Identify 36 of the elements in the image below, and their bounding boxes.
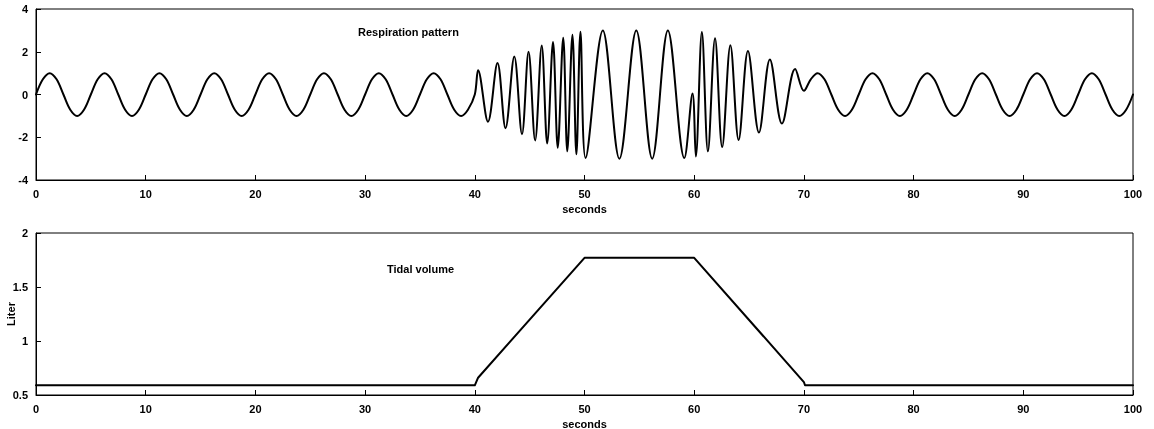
x-tick-label: 0 xyxy=(32,187,40,200)
x-tick-label: 30 xyxy=(358,402,372,415)
x-tick-label: 60 xyxy=(688,402,701,415)
y-tick-label: 2 xyxy=(21,227,28,239)
annotation: Respiration pattern xyxy=(358,25,460,38)
y-tick-label: 4 xyxy=(21,3,29,15)
x-tick-label: 60 xyxy=(688,187,701,200)
x-tick-label: 80 xyxy=(907,402,920,415)
x-tick-label: 20 xyxy=(249,187,262,200)
y-tick-label: 1 xyxy=(21,335,28,347)
x-axis-title: seconds xyxy=(562,203,607,216)
x-tick-label: 50 xyxy=(578,187,591,200)
x-tick-label: 10 xyxy=(139,402,152,415)
annotation: Tidal volume xyxy=(387,262,455,275)
x-tick-label: 70 xyxy=(797,402,811,415)
x-tick-label: 20 xyxy=(249,402,262,415)
x-tick-label: 100 xyxy=(1123,402,1143,415)
y-tick-label: 0.5 xyxy=(12,389,28,401)
x-tick-label: 100 xyxy=(1123,187,1143,200)
x-axis-title: seconds xyxy=(562,418,607,429)
x-tick-label: 80 xyxy=(907,187,920,200)
x-tick-label: 10 xyxy=(139,187,152,200)
y-tick-label: 2 xyxy=(21,45,28,58)
y-tick-label: 0 xyxy=(21,88,28,101)
x-tick-label: 90 xyxy=(1017,187,1030,200)
x-tick-label: 50 xyxy=(578,402,591,415)
y-tick-label: 1.5 xyxy=(12,281,28,293)
x-tick-label: 40 xyxy=(468,187,481,200)
y-axis-title: Liter xyxy=(4,301,17,326)
x-tick-label: 40 xyxy=(468,402,481,415)
x-tick-label: 90 xyxy=(1017,402,1030,415)
y-tick-label: -4 xyxy=(18,174,29,186)
y-tick-label: -2 xyxy=(18,131,28,144)
x-tick-label: 70 xyxy=(797,187,811,200)
x-tick-label: 30 xyxy=(358,187,372,200)
x-tick-label: 0 xyxy=(32,402,40,415)
